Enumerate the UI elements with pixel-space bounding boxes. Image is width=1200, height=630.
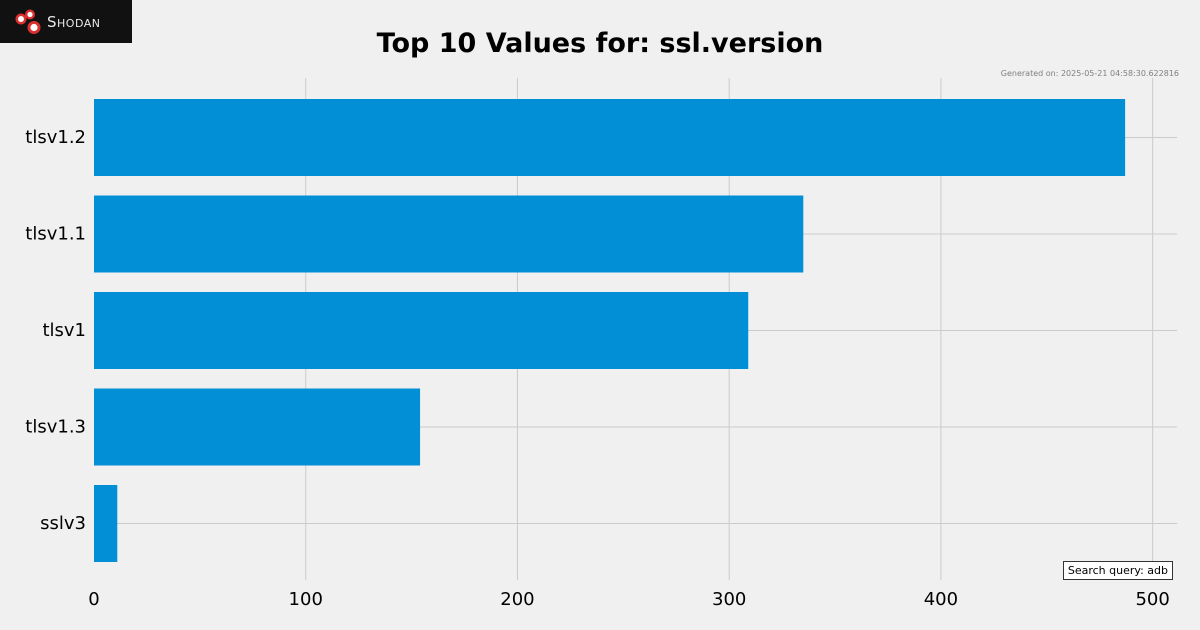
y-tick-label: tlsv1.3 xyxy=(25,417,86,438)
bar-tlsv1-1 xyxy=(94,195,804,273)
x-tick-label: 500 xyxy=(1135,589,1169,610)
y-tick-label: tlsv1.2 xyxy=(25,127,86,148)
search-query-box: Search query: adb xyxy=(1062,561,1173,580)
bar-tlsv1-2 xyxy=(94,99,1126,176)
bar-tlsv1 xyxy=(94,292,749,369)
bar-sslv3 xyxy=(94,485,118,562)
shodan-logo: Shodan xyxy=(0,0,132,43)
bar-tlsv1-3 xyxy=(94,388,421,466)
x-tick-label: 300 xyxy=(712,589,746,610)
x-tick-label: 400 xyxy=(924,589,958,610)
chart-title: Top 10 Values for: ssl.version xyxy=(376,28,824,59)
x-tick-label: 100 xyxy=(289,589,323,610)
y-tick-label: tlsv1 xyxy=(42,320,86,341)
generated-timestamp: Generated on: 2025-05-21 04:58:30.622816 xyxy=(1000,69,1179,78)
x-tick-label: 0 xyxy=(88,589,99,610)
brand-name: Shodan xyxy=(47,12,101,31)
x-tick-label: 200 xyxy=(500,589,534,610)
shodan-logo-icon xyxy=(15,9,41,34)
y-tick-label: sslv3 xyxy=(40,513,86,534)
y-tick-label: tlsv1.1 xyxy=(25,224,86,245)
